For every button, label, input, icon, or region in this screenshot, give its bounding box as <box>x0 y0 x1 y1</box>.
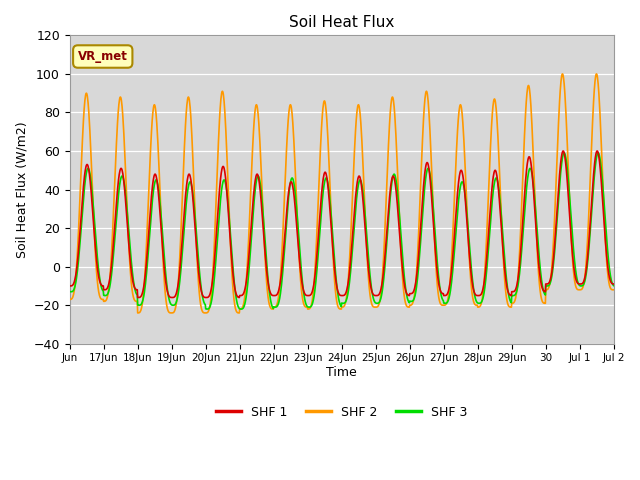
Legend: SHF 1, SHF 2, SHF 3: SHF 1, SHF 2, SHF 3 <box>211 401 472 424</box>
Y-axis label: Soil Heat Flux (W/m2): Soil Heat Flux (W/m2) <box>15 121 28 258</box>
X-axis label: Time: Time <box>326 366 357 379</box>
Text: VR_met: VR_met <box>78 50 128 63</box>
Title: Soil Heat Flux: Soil Heat Flux <box>289 15 394 30</box>
